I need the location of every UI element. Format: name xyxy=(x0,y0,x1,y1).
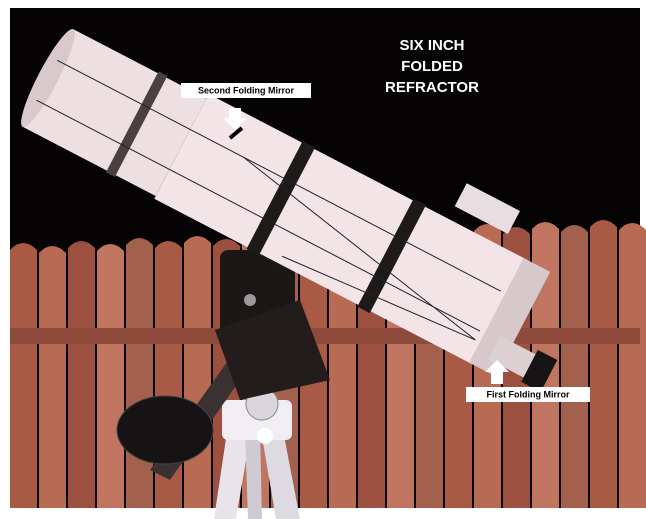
fence-slat xyxy=(561,225,588,508)
label: First Folding Mirror xyxy=(487,389,570,399)
title-line: REFRACTOR xyxy=(385,79,479,96)
fence-slat xyxy=(10,243,37,508)
page: SIX INCH FOLDED REFRACTOR Second Folding… xyxy=(0,0,646,519)
tripod xyxy=(214,388,300,519)
title-line: SIX INCH xyxy=(399,37,464,54)
label: Second Folding Mirror xyxy=(198,85,294,95)
fence-slat xyxy=(39,246,66,508)
fence-slat xyxy=(590,220,617,508)
title-line: FOLDED xyxy=(401,58,463,75)
photo: SIX INCH FOLDED REFRACTOR Second Folding… xyxy=(0,0,646,519)
fence-slat xyxy=(619,223,646,508)
fence-slat xyxy=(10,328,640,344)
fence-slat xyxy=(97,244,124,508)
fence-slat xyxy=(126,238,153,508)
fence-slat xyxy=(68,241,95,508)
fence-slat xyxy=(184,236,211,508)
